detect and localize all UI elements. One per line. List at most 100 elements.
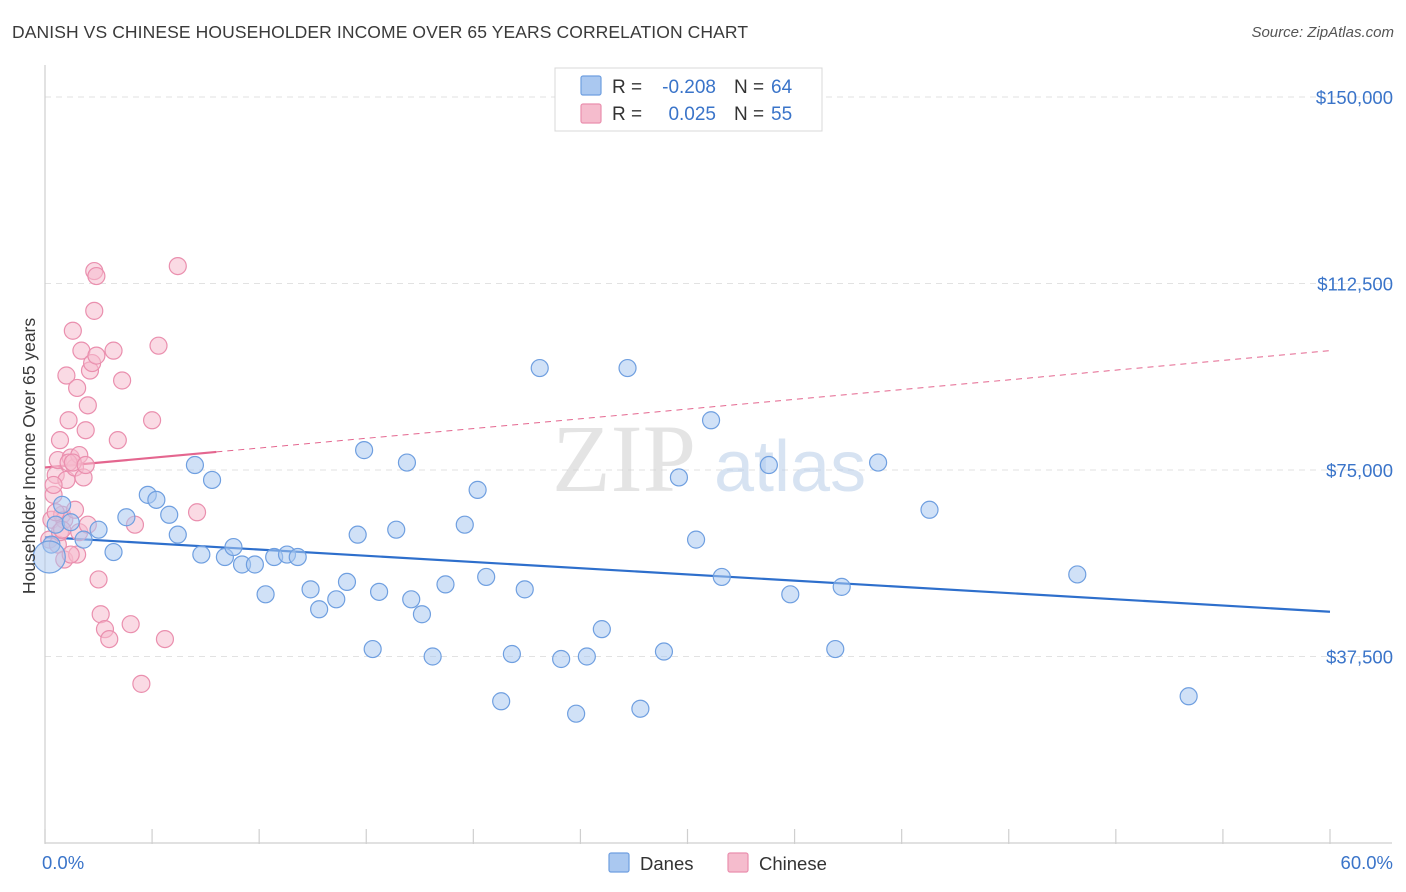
point-danes: [74, 530, 93, 549]
point-danes: [192, 545, 211, 564]
legend-r-label-chinese: R =: [612, 104, 642, 125]
point-danes: [370, 582, 389, 601]
axes: [44, 65, 1392, 844]
stats-legend: R = -0.208 N = 64 R = 0.025 N = 55: [554, 67, 823, 132]
gridlines: [45, 96, 1392, 657]
point-danes: [160, 505, 179, 524]
y-tick-label: $75,000: [1326, 460, 1393, 481]
point-danes: [46, 515, 65, 534]
legend-n-value-chinese: 55: [771, 104, 792, 125]
legend-swatch-danes: [580, 75, 602, 96]
point-danes: [402, 590, 421, 609]
point-chinese: [59, 411, 78, 430]
point-danes: [468, 480, 487, 499]
watermark-zip: ZIP: [552, 405, 696, 512]
legend-r-value-danes: -0.208: [662, 77, 716, 98]
point-danes: [423, 647, 442, 666]
point-danes: [117, 508, 136, 527]
point-danes: [1068, 565, 1087, 584]
point-danes-cluster: [32, 540, 66, 574]
point-danes: [577, 647, 596, 666]
y-tick-label: $112,500: [1317, 274, 1393, 295]
point-danes: [185, 455, 205, 475]
point-chinese: [44, 475, 63, 495]
point-danes: [202, 470, 222, 490]
point-danes: [224, 537, 243, 557]
point-danes: [552, 649, 571, 669]
point-danes: [759, 455, 778, 475]
point-danes: [1179, 687, 1198, 706]
chart-source: Source: ZipAtlas.com: [1251, 24, 1394, 41]
point-danes: [245, 555, 264, 574]
point-danes: [686, 530, 706, 549]
watermark: ZIP atlas: [552, 405, 866, 512]
bottom-legend-swatch-chinese: [727, 852, 749, 873]
legend-r-value-chinese: 0.025: [668, 104, 716, 125]
point-chinese: [168, 256, 187, 276]
y-tick-label: $37,500: [1326, 647, 1393, 668]
legend-n-label-chinese: N =: [734, 104, 764, 125]
point-danes: [53, 495, 72, 514]
point-danes: [567, 704, 586, 723]
legend-swatch-chinese: [580, 103, 602, 124]
point-chinese: [100, 629, 119, 649]
point-chinese: [112, 371, 132, 390]
point-danes: [832, 577, 851, 596]
x-tick-label-max: 60.0%: [1341, 852, 1393, 873]
point-chinese: [132, 674, 151, 693]
point-danes: [477, 567, 496, 587]
point-danes: [701, 411, 721, 430]
point-chinese: [87, 266, 106, 286]
point-danes: [147, 490, 166, 509]
trend-line-danes: [44, 536, 1331, 613]
point-danes: [256, 585, 275, 604]
point-danes: [502, 644, 521, 664]
point-danes: [631, 699, 650, 718]
chart-title: DANISH VS CHINESE HOUSEHOLDER INCOME OVE…: [12, 22, 749, 42]
point-chinese: [187, 503, 207, 522]
point-danes: [348, 525, 367, 544]
data-points: [32, 256, 1198, 723]
point-chinese: [87, 346, 106, 365]
point-chinese: [149, 336, 168, 355]
y-axis-title: Householder Income Over 65 years: [19, 318, 39, 594]
y-tick-label: $150,000: [1316, 87, 1393, 108]
point-chinese: [85, 301, 104, 320]
point-danes: [355, 441, 374, 460]
point-chinese: [78, 396, 97, 415]
point-chinese: [121, 615, 140, 634]
point-danes: [104, 542, 123, 562]
point-danes: [669, 468, 689, 487]
point-danes: [301, 580, 320, 599]
point-chinese: [104, 341, 123, 360]
point-danes: [89, 520, 108, 539]
point-danes: [363, 639, 382, 659]
point-danes: [455, 515, 474, 534]
bottom-legend-label-danes: Danes: [640, 853, 693, 874]
bottom-legend-swatch-danes: [608, 852, 630, 873]
point-danes: [592, 620, 611, 639]
point-chinese: [68, 378, 87, 398]
point-chinese: [142, 411, 162, 430]
point-chinese: [155, 629, 175, 649]
point-danes: [436, 575, 455, 594]
bottom-legend-label-chinese: Chinese: [759, 853, 827, 874]
watermark-atlas: atlas: [714, 427, 866, 507]
point-danes: [869, 453, 888, 472]
point-danes: [412, 605, 432, 624]
point-danes: [492, 692, 511, 711]
point-danes: [712, 567, 731, 587]
point-danes: [288, 547, 307, 567]
point-danes: [337, 572, 357, 592]
point-chinese: [108, 431, 127, 450]
point-chinese: [89, 570, 108, 589]
legend-n-value-danes: 64: [771, 77, 793, 98]
point-danes: [327, 590, 346, 609]
point-danes: [654, 642, 674, 661]
point-chinese: [50, 431, 70, 450]
point-danes: [920, 500, 939, 519]
point-chinese: [76, 455, 95, 475]
point-danes: [61, 513, 80, 532]
legend-n-label-danes: N =: [734, 77, 764, 98]
point-chinese: [76, 421, 95, 440]
